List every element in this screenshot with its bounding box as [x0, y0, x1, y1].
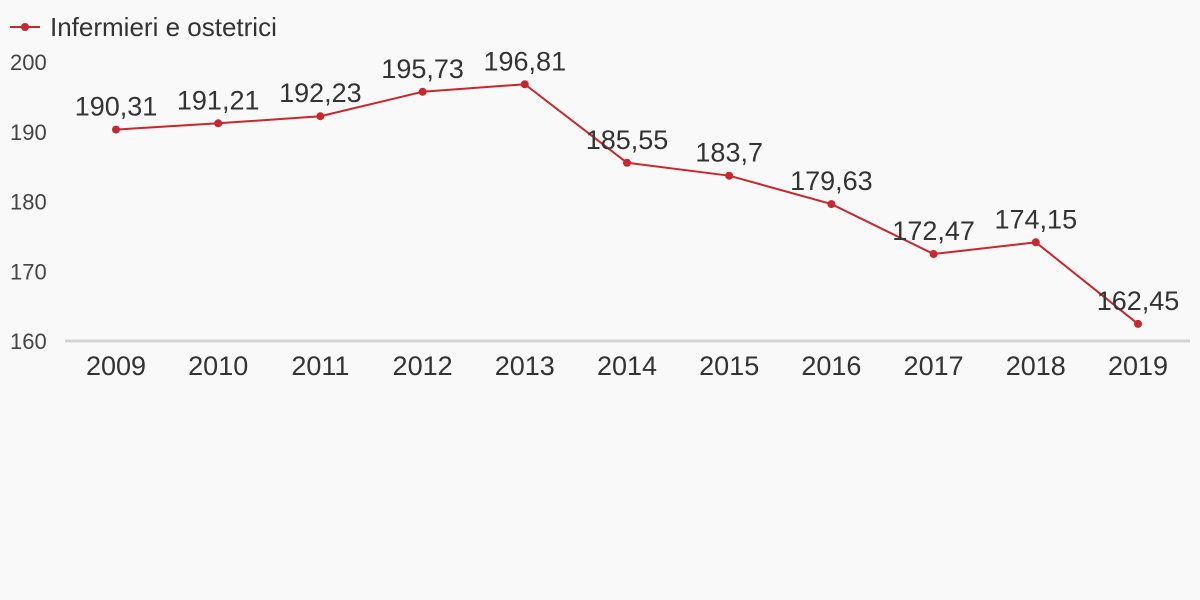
x-tick-label: 2016: [801, 351, 861, 381]
data-point: [112, 125, 120, 134]
x-tick-label: 2012: [393, 351, 453, 381]
data-label: 192,23: [279, 78, 362, 108]
y-tick-label: 170: [10, 259, 47, 284]
data-label: 195,73: [381, 54, 464, 84]
data-point: [520, 80, 529, 89]
data-label: 185,55: [586, 125, 669, 155]
x-tick-label: 2011: [291, 351, 349, 381]
x-tick-label: 2009: [86, 351, 146, 381]
data-point: [1134, 319, 1142, 328]
series-line: [115, 83, 1139, 325]
data-label: 183,7: [695, 138, 763, 168]
data-label: 172,47: [892, 216, 975, 246]
x-tick-label: 2018: [1006, 351, 1066, 381]
data-label: 174,15: [995, 204, 1078, 234]
data-label: 190,31: [75, 92, 158, 122]
data-label: 162,45: [1097, 286, 1180, 316]
data-label: 179,63: [790, 166, 873, 196]
y-tick-label: 200: [10, 50, 47, 75]
x-tick-label: 2014: [597, 351, 657, 381]
legend: Infermieri e ostetrici: [10, 10, 277, 44]
data-point: [929, 250, 938, 259]
x-tick-label: 2015: [699, 351, 759, 381]
legend-label: Infermieri e ostetrici: [50, 11, 277, 42]
y-tick-label: 160: [10, 329, 47, 354]
data-point: [827, 200, 836, 209]
x-tick-label: 2019: [1108, 351, 1168, 381]
x-tick-label: 2013: [495, 351, 555, 381]
data-label: 191,21: [177, 85, 260, 115]
y-tick-label: 190: [10, 120, 47, 145]
data-point: [623, 158, 631, 167]
data-point: [316, 112, 325, 121]
x-tick-label: 2010: [188, 351, 248, 381]
data-point: [1031, 238, 1040, 247]
data-point: [725, 171, 734, 180]
legend-marker-icon: [10, 23, 40, 31]
data-label: 196,81: [484, 46, 567, 76]
x-tick-label: 2017: [904, 351, 964, 381]
data-point: [418, 87, 427, 96]
y-tick-label: 180: [10, 190, 47, 215]
data-point: [214, 119, 223, 128]
